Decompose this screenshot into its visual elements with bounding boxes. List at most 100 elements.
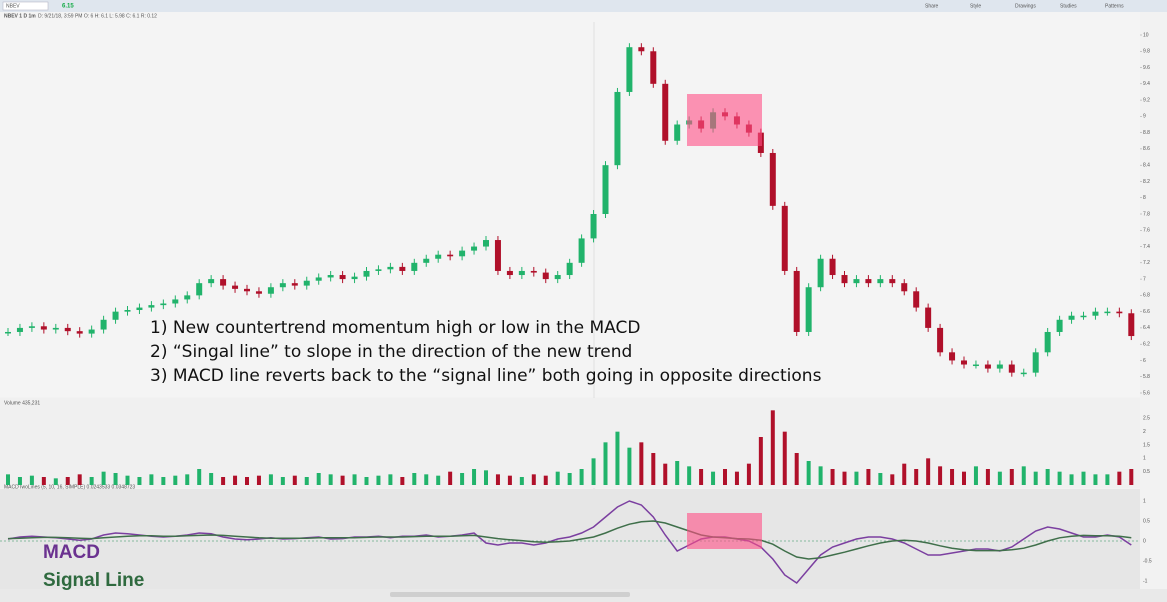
volume-bar [400,477,405,485]
y-tick-label: -1 [1143,578,1148,584]
y-tick-label: 6.6 [1143,309,1150,315]
y-tick-label: 7 [1143,276,1146,282]
volume-bar [53,478,58,485]
candle-body [530,270,537,273]
candle-body [16,327,23,332]
y-tick-label: 0.5 [1143,518,1150,524]
candle-body [925,307,932,328]
candle-body [602,165,609,214]
volume-bar [113,473,118,485]
candle-body [829,258,836,276]
ohlc: D: 9/21/18, 3:59 PM O: 6 H: 6.1 L: 5.98 … [38,13,157,19]
candle-body [387,266,394,270]
candle-body [208,279,215,284]
symbol-box[interactable] [2,1,49,11]
candle-body [28,326,35,328]
candle-body [375,269,382,271]
candle-body [1116,311,1123,314]
toolbar-button[interactable]: Style [970,3,981,9]
volume-bar [1033,471,1038,485]
candle-body [315,277,322,281]
candle-body [255,291,262,294]
candle-body [291,283,298,286]
candle-body [363,270,370,277]
y-tick-label: 8.4 [1143,163,1150,169]
y-tick-label: 0 [1143,538,1146,544]
candle-body [76,331,83,334]
annotation: 3) MACD line reverts back to the “signal… [150,366,822,386]
candle-body [590,214,597,239]
volume-bar [484,470,488,485]
volume-bar [985,469,990,485]
volume-bar [352,474,357,485]
volume-bar [256,475,261,485]
candle-body [972,364,979,367]
toolbar-button[interactable]: Studies [1060,3,1077,9]
candle-body [901,283,908,292]
candle-body [40,326,47,330]
highlight-box [687,94,762,146]
volume-bar [340,475,345,485]
y-tick-label: 1.5 [1143,442,1150,448]
volume-bar [579,469,584,485]
candle-body [853,279,860,284]
candle-body [506,270,513,276]
volume-bar [854,471,859,485]
candle-body [411,262,418,271]
candle-body [459,250,466,257]
volume-bar [997,471,1002,485]
y-tick-label: 7.2 [1143,260,1150,266]
candle-body [112,311,119,320]
volume-bar [830,469,835,485]
volume-bar [328,474,333,485]
y-tick-label: 8.8 [1143,130,1150,136]
volume-bar [495,474,500,485]
candle-body [351,276,358,280]
candle-body [172,299,179,304]
toolbar-button[interactable]: Drawings [1015,3,1036,9]
candle-body [267,287,274,294]
volume-bar [388,474,393,485]
volume-bar [723,469,727,485]
toolbar-button[interactable]: Share [925,3,939,9]
macd-legend: MACD [43,542,100,563]
y-tick-label: 9 [1143,114,1146,120]
chart-header: NBEV 1 D 1m [4,13,36,19]
y-tick-label: 0.5 [1143,469,1150,475]
volume-bar [125,475,130,485]
candle-body [5,331,11,334]
volume-bar [531,474,536,485]
candle-body [817,258,824,288]
candle-body [554,275,561,280]
candle-body [1068,315,1075,320]
volume-bar [1093,474,1098,485]
candle-body [781,205,788,271]
highlight-box [687,513,762,549]
candle-body [650,51,657,84]
volume-bar [758,437,763,485]
candle-body [1056,319,1063,332]
signal-legend: Signal Line [43,570,144,591]
volume-bar [221,477,226,485]
candle-body [244,288,250,292]
volume-bar [185,474,190,485]
volume-bar [412,473,417,485]
volume-bar [878,473,883,485]
y-tick-label: 6 [1143,358,1146,364]
toolbar-button[interactable]: Patterns [1105,3,1124,9]
volume-bar [304,477,309,485]
candle-body [1044,331,1051,353]
candle-body [303,280,310,286]
volume-bar [436,475,441,485]
y-tick-label: 7.8 [1143,211,1150,217]
candle-body [124,310,131,312]
volume-bar [699,469,704,485]
scrollbar[interactable] [390,592,630,597]
candle-body [279,283,286,288]
candle-body [984,364,991,369]
symbol[interactable]: NBEV [6,3,20,9]
candle-body [542,272,549,280]
candle-body [626,47,633,92]
volume-bar [1081,471,1086,485]
